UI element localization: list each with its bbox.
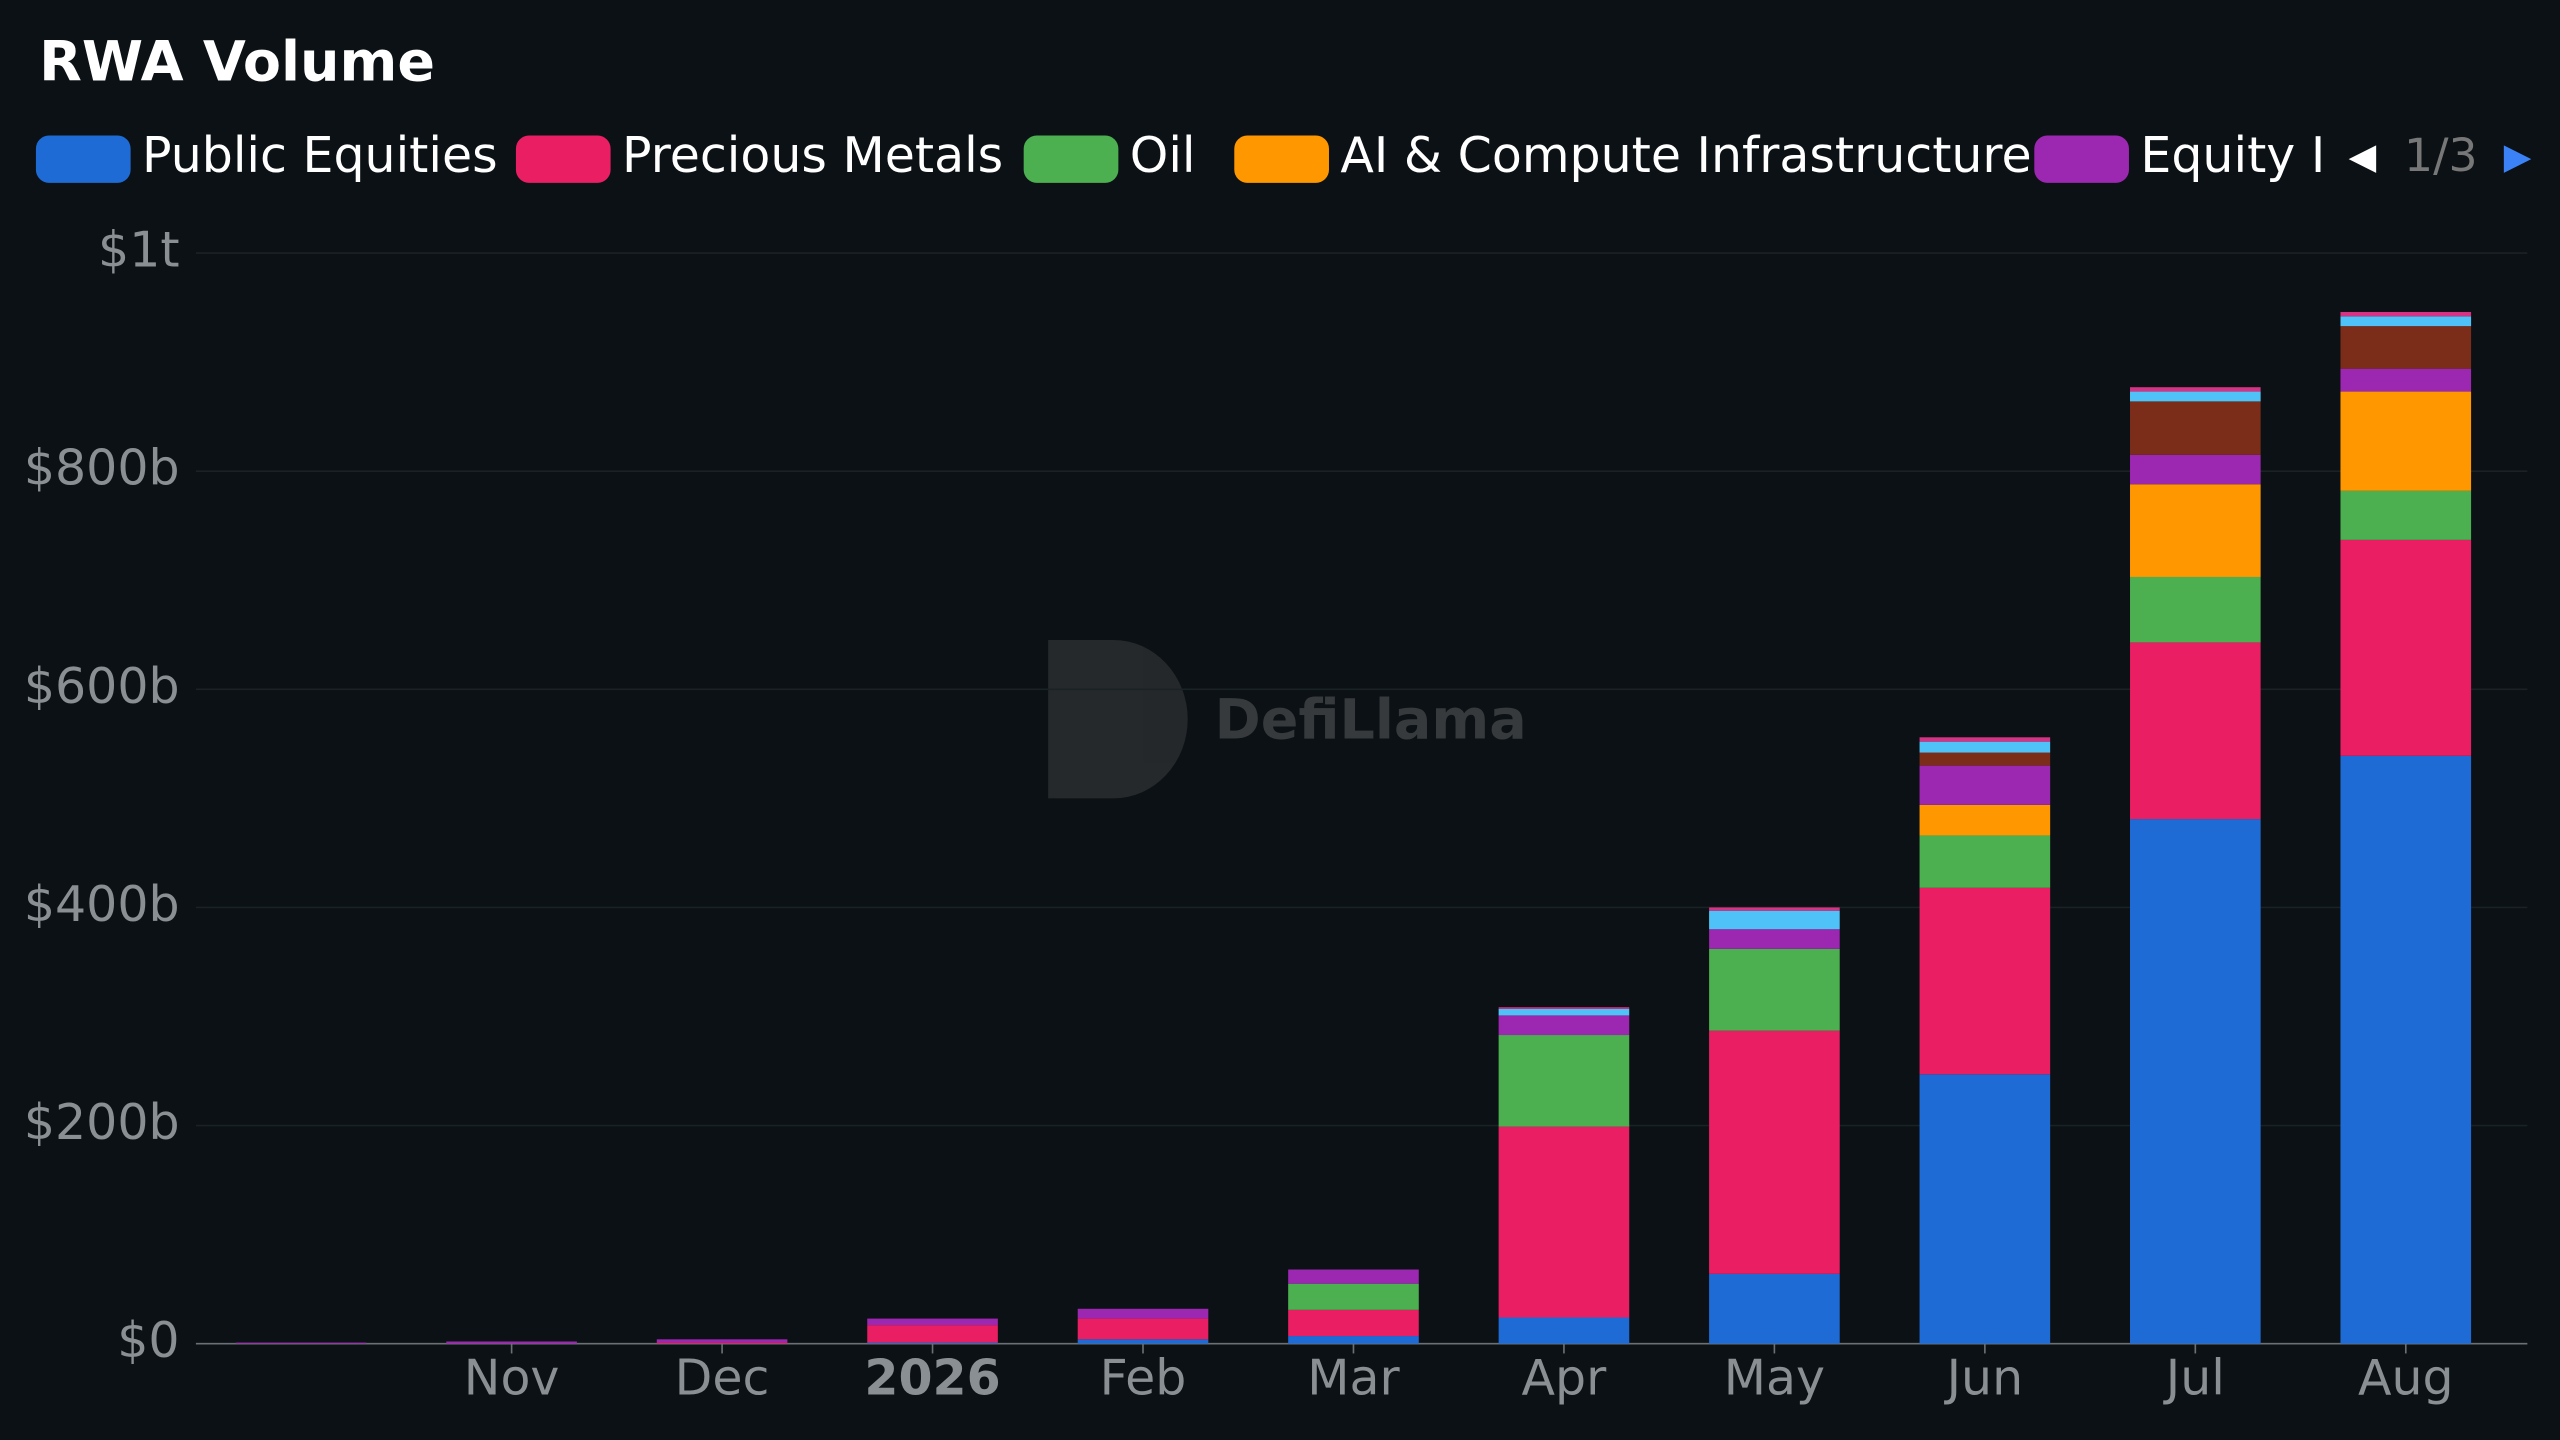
y-tick-label: $200b <box>24 1094 180 1151</box>
bar-segment <box>2130 454 2261 485</box>
watermark: DefiLlama <box>1048 640 1527 799</box>
bar-segment <box>1288 1283 1419 1310</box>
bar-segment <box>1077 1308 1209 1319</box>
legend-page: 1/3 <box>2404 129 2478 182</box>
bar-segment <box>1919 835 2051 888</box>
bar-segment <box>1919 1074 2051 1344</box>
bar-segment <box>1709 929 1840 949</box>
bar-segment <box>2130 401 2261 455</box>
legend-label: Equity I <box>2140 127 2325 184</box>
bar-segment <box>2130 642 2261 820</box>
bar-segment <box>446 1341 577 1344</box>
bar-segment <box>2340 391 2472 491</box>
x-tick-label: Aug <box>2358 1350 2454 1407</box>
bar-segment <box>1919 752 2051 766</box>
bar-segment <box>1709 1030 1840 1274</box>
legend-swatch <box>35 135 131 183</box>
bar-segment <box>1498 1317 1630 1344</box>
bar-segment <box>1498 1035 1630 1127</box>
bar-segment <box>2130 484 2261 577</box>
bar-segment <box>2130 819 2261 1344</box>
x-tick-label: Nov <box>464 1350 560 1407</box>
bar-segment <box>2130 576 2261 643</box>
bar-segment <box>1919 741 2051 753</box>
y-tick-label: $0 <box>117 1312 179 1369</box>
watermark-logo <box>1048 640 1188 799</box>
bar-segment <box>1498 1007 1630 1009</box>
legend: Public Equities Precious Metals Oil AI & Co… <box>35 127 2325 184</box>
bar-segment <box>1077 1339 1209 1344</box>
legend-label: AI & Compute Infrastructure <box>1340 127 2031 184</box>
x-tick-label: Feb <box>1100 1350 1187 1407</box>
legend-swatch <box>2034 135 2129 183</box>
bar-segment <box>2340 368 2472 392</box>
x-tick-label: 2026 <box>864 1350 1000 1407</box>
bar-segment <box>2340 316 2472 327</box>
legend-swatch <box>1023 135 1119 183</box>
bar-segment <box>1919 887 2051 1075</box>
bar-segment <box>867 1318 998 1326</box>
x-tick-label: Apr <box>1522 1350 1608 1407</box>
legend-next[interactable]: ▶ <box>2504 136 2532 177</box>
bar-segment <box>2130 387 2261 392</box>
legend-prev[interactable]: ◀ <box>2349 136 2377 177</box>
bar-segment <box>1288 1309 1419 1337</box>
legend-label: Precious Metals <box>622 127 1003 184</box>
bar-segment <box>2130 391 2261 402</box>
bar-segment <box>1709 907 1840 911</box>
chart-title: RWA Volume <box>39 29 435 94</box>
bar-segment <box>1288 1336 1419 1344</box>
bar-segment <box>1498 1015 1630 1036</box>
x-tick-label: Mar <box>1307 1350 1400 1407</box>
x-tick-label: Jun <box>1944 1350 2024 1407</box>
legend-label: Oil <box>1130 127 1196 184</box>
legend-swatch <box>515 135 611 183</box>
bar-segment <box>1709 1273 1840 1344</box>
bar-segment <box>1288 1269 1419 1284</box>
bar-segment <box>2340 326 2472 369</box>
y-tick-label: $800b <box>24 440 180 497</box>
bar-segment <box>2340 490 2472 540</box>
bar-segment <box>867 1325 998 1343</box>
bar-segment <box>1077 1318 1209 1340</box>
x-tick-label: Dec <box>675 1350 770 1407</box>
bar-segment <box>1709 948 1840 1031</box>
bar-segment <box>867 1342 998 1344</box>
bar-segment <box>2340 311 2472 317</box>
bar-segment <box>656 1339 788 1343</box>
bar-segment <box>1709 910 1840 930</box>
bar-segment <box>1919 804 2051 836</box>
legend-swatch <box>1234 135 1329 183</box>
y-tick-label: $400b <box>24 876 180 933</box>
bar-segment <box>1498 1126 1630 1318</box>
legend-label: Public Equities <box>142 127 498 184</box>
watermark-text: DefiLlama <box>1215 687 1527 752</box>
bar-segment <box>1919 765 2051 805</box>
bar-segment <box>2340 755 2472 1344</box>
y-tick-label: $600b <box>24 658 180 715</box>
x-tick-label: Jul <box>2163 1350 2225 1407</box>
bar-segment <box>235 1342 367 1344</box>
bar-segment <box>2340 539 2472 756</box>
bar-segment <box>1919 737 2051 742</box>
bar-segment <box>656 1342 788 1344</box>
bar-segment <box>1498 1008 1630 1016</box>
y-tick-label: $1t <box>98 222 180 279</box>
x-tick-label: May <box>1724 1350 1825 1407</box>
